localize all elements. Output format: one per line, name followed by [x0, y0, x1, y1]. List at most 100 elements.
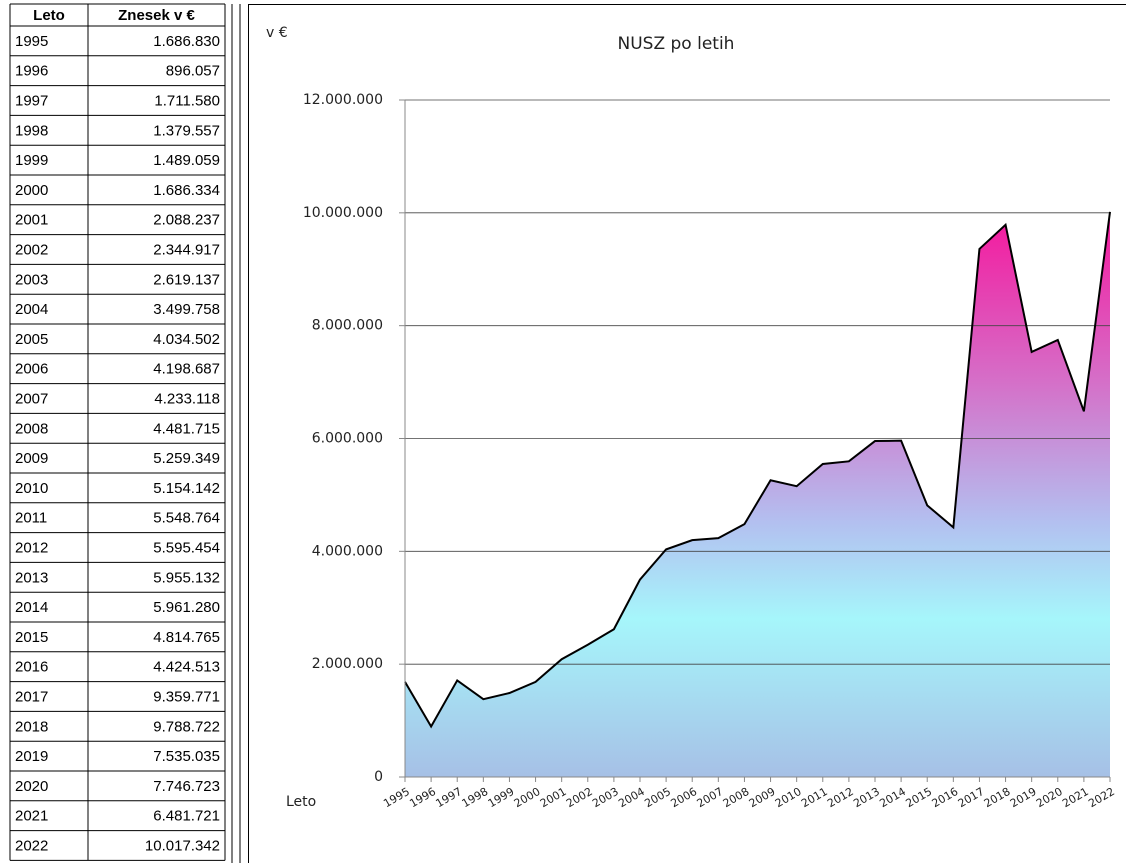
amount-cell: 3.499.758	[153, 301, 220, 318]
header-cell: Znesek v €	[118, 7, 195, 24]
year-cell: 2018	[15, 718, 48, 735]
chart-frame	[248, 4, 1126, 863]
x-tick-label: 2005	[642, 785, 673, 810]
y-tick-label: 10.000.000	[303, 205, 383, 221]
x-tick-label: 1998	[460, 785, 491, 810]
amount-cell: 1.686.334	[153, 182, 220, 199]
x-tick-label: 2001	[538, 785, 569, 810]
x-tick-label: 2002	[564, 785, 595, 810]
x-tick-label: 2011	[799, 785, 830, 810]
year-cell: 2013	[15, 569, 48, 586]
y-axis-label: v €	[266, 25, 288, 41]
year-cell: 2022	[15, 837, 48, 854]
year-cell: 2014	[15, 599, 48, 616]
year-cell: 2006	[15, 361, 48, 378]
x-tick-label: 1997	[433, 785, 464, 810]
year-cell: 2007	[15, 390, 48, 407]
chart-title: NUSZ po letih	[618, 34, 735, 54]
amount-cell: 2.088.237	[153, 212, 220, 229]
amount-cell: 2.344.917	[153, 241, 220, 258]
amount-cell: 9.788.722	[153, 718, 220, 735]
x-tick-label: 2021	[1060, 785, 1091, 810]
x-tick-label: 2019	[1008, 785, 1039, 810]
year-cell: 2001	[15, 212, 48, 229]
year-cell: 2002	[15, 241, 48, 258]
amount-cell: 4.233.118	[154, 390, 220, 407]
x-tick-label: 2007	[695, 785, 726, 810]
year-cell: 2008	[15, 420, 48, 437]
amount-cell: 1.489.059	[153, 152, 220, 169]
amount-cell: 4.424.513	[153, 659, 220, 676]
amount-cell: 5.259.349	[153, 450, 220, 467]
year-cell: 2005	[15, 331, 48, 348]
year-cell: 2020	[15, 778, 48, 795]
amount-cell: 5.955.132	[153, 569, 220, 586]
year-cell: 2017	[15, 688, 48, 705]
year-cell: 2004	[15, 301, 48, 318]
year-cell: 2011	[15, 510, 47, 527]
amount-cell: 4.034.502	[153, 331, 220, 348]
y-tick-label: 8.000.000	[312, 318, 383, 334]
year-cell: 2010	[15, 480, 48, 497]
amount-cell: 7.535.035	[153, 748, 220, 765]
chart: NUSZ po letih v € Leto 0 2.000.000 4.000.0…	[266, 25, 1117, 810]
year-cell: 2009	[15, 450, 48, 467]
year-cell: 2000	[15, 182, 48, 199]
amount-cell: 5.154.142	[153, 480, 220, 497]
amount-cell: 5.961.280	[153, 599, 220, 616]
amount-cell: 1.686.830	[153, 33, 220, 50]
x-tick-label: 2008	[721, 785, 752, 810]
year-cell: 2003	[15, 271, 48, 288]
year-cell: 2015	[15, 629, 48, 646]
year-cell: 1997	[15, 92, 48, 109]
y-tick-label: 2.000.000	[312, 656, 383, 672]
x-tick-label: 1996	[407, 785, 438, 810]
x-axis-label: Leto	[286, 794, 316, 810]
x-tick-label: 2022	[1086, 785, 1117, 810]
year-cell: 2012	[15, 539, 48, 556]
x-tick-label: 2009	[747, 785, 778, 810]
amount-cell: 2.619.137	[153, 271, 220, 288]
x-tick-label: 1999	[486, 785, 517, 810]
x-tick-label: 2020	[1034, 785, 1065, 810]
amount-cell: 1.379.557	[153, 122, 220, 139]
header-cell: Leto	[33, 7, 65, 24]
amount-cell: 7.746.723	[153, 778, 220, 795]
amount-cell: 5.548.764	[153, 510, 220, 527]
year-cell: 1999	[15, 152, 48, 169]
x-tick-label: 2003	[590, 785, 621, 810]
x-tick-label: 2000	[512, 785, 543, 810]
x-tick-label: 2014	[877, 785, 908, 810]
year-cell: 2021	[15, 808, 48, 825]
year-cell: 1996	[15, 63, 48, 80]
area	[405, 211, 1110, 777]
year-cell: 1995	[15, 33, 48, 50]
table: Leto Znesek v € 1995 1.686.830 1996 896.057 19…	[9, 3, 226, 861]
amount-cell: 10.017.342	[145, 837, 220, 854]
x-tick-label: 2012	[825, 785, 856, 810]
y-tick-label: 6.000.000	[312, 431, 383, 447]
x-tick-label: 2017	[956, 785, 987, 810]
amount-cell: 5.595.454	[153, 539, 220, 556]
year-cell: 1998	[15, 122, 48, 139]
y-tick-label: 0	[374, 769, 383, 785]
y-tick-label: 12.000.000	[303, 92, 383, 108]
year-cell: 2016	[15, 659, 48, 676]
x-tick-label: 2016	[930, 785, 961, 810]
y-tick-label: 4.000.000	[312, 543, 383, 559]
amount-cell: 4.814.765	[153, 629, 220, 646]
x-tick-label: 2004	[616, 785, 647, 810]
x-tick-label: 2013	[851, 785, 882, 810]
line	[404, 211, 1111, 729]
amount-cell: 1.711.580	[154, 92, 220, 109]
x-tick-label: 2006	[668, 785, 699, 810]
amount-cell: 4.481.715	[153, 420, 220, 437]
x-tick-label: 2010	[773, 785, 804, 810]
amount-cell: 9.359.771	[153, 688, 220, 705]
amount-cell: 6.481.721	[153, 808, 220, 825]
year-cell: 2019	[15, 748, 48, 765]
x-tick-label: 2018	[982, 785, 1013, 810]
x-tick-label: 1995	[381, 785, 412, 810]
